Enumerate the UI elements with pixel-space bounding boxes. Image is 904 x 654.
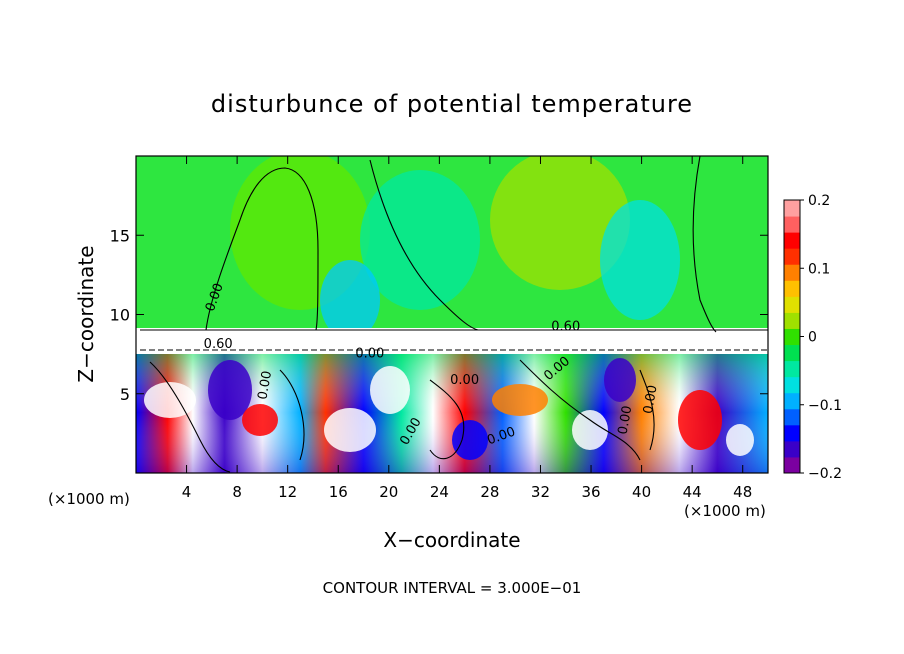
x-tick-label: 12 [278, 483, 297, 501]
x-axis-label: X−coordinate [383, 528, 520, 552]
x-tick-label: 20 [379, 483, 398, 501]
colorbar-swatch [784, 344, 800, 362]
turbulence-blob [324, 408, 376, 452]
colorbar: 0.2 0.1 0 −0.1 −0.2 [783, 193, 842, 482]
colorbar-swatch [784, 392, 800, 410]
colorbar-swatch [784, 360, 800, 378]
contour-lines [140, 156, 768, 473]
colorbar-swatch [784, 296, 800, 313]
colorbar-tick-label: 0.2 [808, 193, 830, 209]
colorbar-swatch [784, 456, 800, 474]
turbulence-blob [370, 366, 410, 414]
field-patch [360, 170, 480, 310]
x-unit-right: (×1000 m) [684, 502, 766, 520]
x-tick-label: 44 [683, 483, 702, 501]
colorbar-tick-label: 0 [808, 330, 817, 346]
y-axis-ticks: 5 10 15 [110, 226, 768, 404]
colorbar-swatch [784, 216, 800, 233]
colorbar-tick-label: 0.1 [808, 261, 830, 277]
x-tick-label: 28 [480, 483, 499, 501]
x-tick-label: 48 [733, 483, 752, 501]
contour-zero-left [205, 167, 319, 331]
colorbar-swatch [784, 248, 800, 265]
x-tick-label: 32 [531, 483, 550, 501]
colorbar-swatch [784, 312, 800, 329]
x-tick-label: 36 [581, 483, 600, 501]
x-tick-label: 8 [232, 483, 242, 501]
y-tick-label: 5 [120, 385, 130, 404]
turbulence-blobs [144, 358, 754, 460]
x-axis-ticks: 4 8 12 16 20 24 28 32 36 40 44 48 [182, 156, 752, 501]
x-tick-label: 40 [632, 483, 651, 501]
colorbar-swatch [784, 328, 800, 346]
contour-lower-4 [519, 359, 641, 461]
colorbar-swatch [784, 280, 800, 297]
turbulence-blob [144, 382, 196, 418]
upper-layer-fields [230, 156, 680, 340]
contour-interval-footer: CONTOUR INTERVAL = 3.000E−01 [323, 579, 582, 597]
x-tick-label: 4 [182, 483, 192, 501]
contour-lower-3 [429, 379, 465, 460]
x-tick-label: 24 [430, 483, 449, 501]
contour-label: 0.00 [616, 405, 636, 436]
contour-label: 0.00 [255, 370, 275, 401]
turbulence-blob [452, 420, 488, 460]
turbulence-blob [242, 404, 278, 436]
colorbar-swatch [784, 376, 800, 394]
contour-label: 0.00 [450, 373, 479, 388]
turbulence-blob [572, 410, 608, 450]
contour-lower-5 [639, 369, 655, 451]
colorbar-swatch [784, 424, 800, 442]
contour-label: 0.00 [641, 384, 661, 415]
chart-title: disturbunce of potential temperature [211, 90, 693, 118]
colorbar-swatch [784, 440, 800, 458]
plot-area: 0.000.600.600.000.000.00 0.000.00 0.000.00… [136, 156, 768, 473]
contour-label: 0.60 [204, 337, 233, 352]
turbulence-blob [678, 390, 722, 450]
contour-label: 0.60 [551, 319, 580, 334]
colorbar-swatch [784, 264, 800, 281]
field-patch [600, 200, 680, 320]
colorbar-swatch [784, 408, 800, 426]
y-tick-label: 15 [110, 226, 130, 245]
y-axis-label: Z−coordinate [74, 245, 98, 382]
contour-zero-right [692, 156, 717, 333]
contour-zero-middle [369, 159, 479, 331]
turbulence-blob [726, 424, 754, 456]
turbulence-blob [492, 384, 548, 416]
field-patch [320, 260, 380, 340]
turbulence-blob [208, 360, 252, 420]
colorbar-tick-label: −0.2 [808, 466, 842, 482]
contour-lower-1 [149, 361, 231, 473]
y-tick-label: 10 [110, 306, 130, 325]
contour-lower-2 [279, 369, 305, 461]
colorbar-tick-label: −0.1 [808, 398, 842, 414]
colorbar-swatch [784, 232, 800, 249]
colorbar-swatch [784, 200, 800, 217]
field-patch [490, 156, 630, 290]
turbulence-blob [604, 358, 636, 402]
x-unit-left: (×1000 m) [48, 490, 130, 508]
contour-label: 0.00 [355, 346, 384, 361]
x-tick-label: 16 [329, 483, 348, 501]
